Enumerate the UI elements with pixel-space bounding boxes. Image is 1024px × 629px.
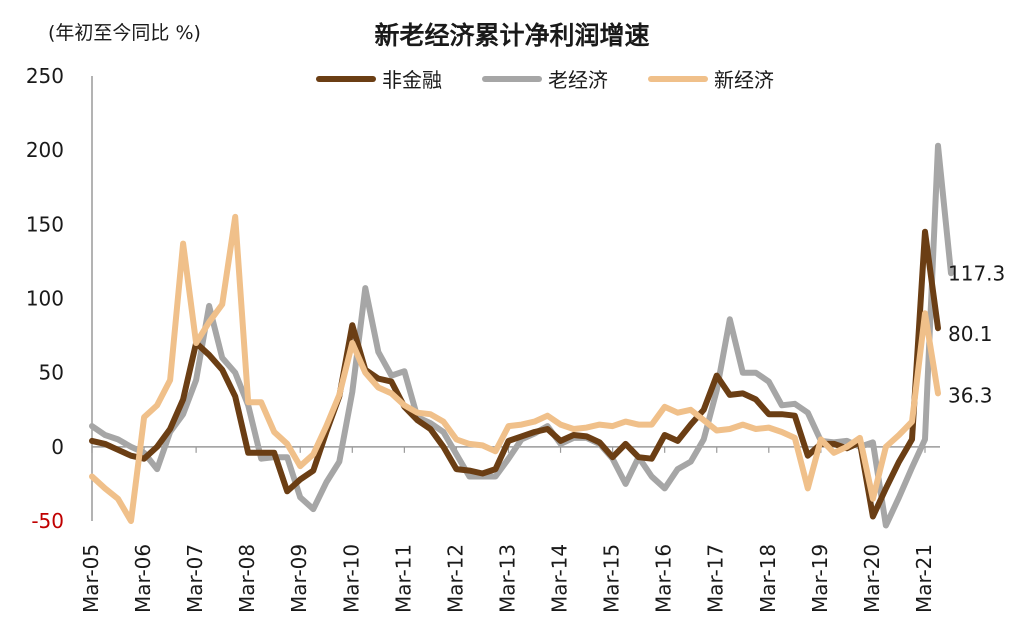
y-tick-label: 100 [26,287,64,311]
series-line-new-economy [89,213,941,524]
x-tick-label: Mar-14 [548,544,572,613]
x-tick-label: Mar-10 [339,544,363,613]
y-axis-unit-label: (年初至今同比 %) [48,22,201,44]
x-tick-label: Mar-09 [287,544,311,613]
legend-swatch-old-economy [482,75,542,82]
x-tick-label: Mar-18 [756,544,780,613]
x-tick-label: Mar-20 [860,544,884,613]
end-label-old-economy: 117.3 [948,261,1005,285]
legend-item-nonfinancial: 非金融 [316,64,442,93]
legend-swatch-nonfinancial [316,75,376,82]
legend-label-new-economy: 新经济 [714,68,774,92]
x-tick-label: Mar-13 [495,544,519,613]
legend-label-old-economy: 老经济 [548,68,608,92]
x-tick-label: Mar-12 [443,544,467,613]
series-line-nonfinancial [89,228,941,520]
y-tick-label: 150 [26,212,64,236]
x-tick-label: Mar-19 [808,544,832,613]
legend-item-new-economy: 新经济 [648,64,774,93]
legend-item-old-economy: 老经济 [482,64,608,93]
end-label-nonfinancial: 80.1 [948,322,993,346]
y-tick-label: 200 [26,138,64,162]
x-tick-label: Mar-21 [912,544,936,613]
x-tick-label: Mar-15 [600,544,624,613]
y-tick-label: 50 [39,361,64,385]
legend-swatch-new-economy [648,75,708,82]
x-tick-label: Mar-06 [131,544,155,613]
y-tick-label: 0 [51,435,64,459]
y-tick-label: -50 [31,509,64,533]
x-tick-label: Mar-17 [704,544,728,613]
x-tick-label: Mar-05 [79,544,103,613]
x-tick-label: Mar-07 [183,544,207,613]
series-line-old-economy [89,142,954,529]
legend: 非金融 老经济 新经济 [316,64,774,93]
end-label-new-economy: 36.3 [948,383,993,407]
y-tick-label: 250 [26,64,64,88]
x-tick-label: Mar-08 [235,544,259,613]
x-tick-label: Mar-11 [391,544,415,613]
x-tick-label: Mar-16 [652,544,676,613]
legend-label-nonfinancial: 非金融 [382,68,442,92]
chart-title: 新老经济累计净利润增速 [374,21,650,50]
